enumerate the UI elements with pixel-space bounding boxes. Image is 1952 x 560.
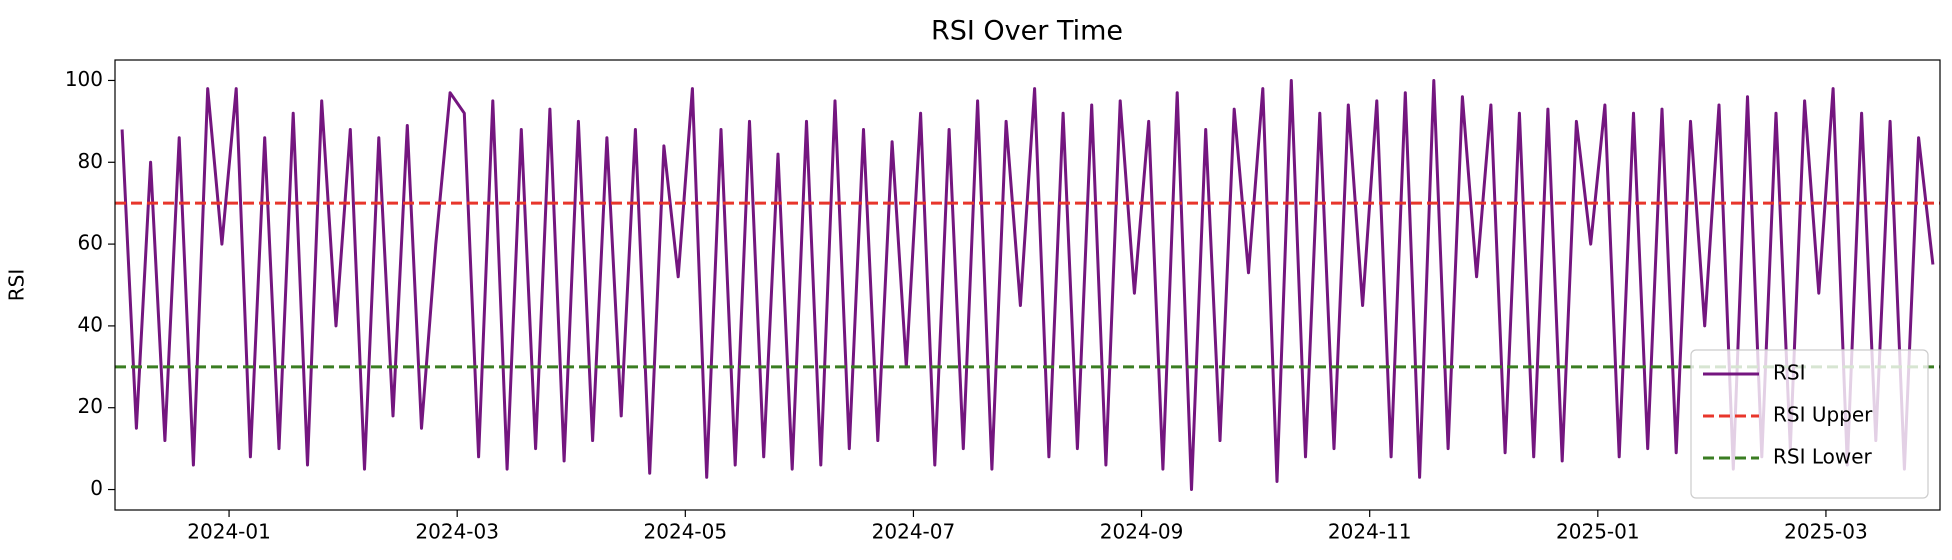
- x-tick-label: 2024-11: [1328, 520, 1412, 544]
- x-tick-label: 2024-09: [1100, 520, 1184, 544]
- x-tick-label: 2024-05: [644, 520, 728, 544]
- y-axis-label: RSI: [5, 269, 29, 302]
- y-tick-label: 40: [78, 312, 103, 336]
- y-tick-label: 100: [65, 67, 103, 91]
- y-tick-label: 20: [78, 394, 103, 418]
- plot-frame: [114, 59, 1941, 511]
- x-tick-label: 2025-01: [1556, 520, 1640, 544]
- x-tick-label: 2024-07: [872, 520, 956, 544]
- x-tick-label: 2025-03: [1784, 520, 1868, 544]
- legend-label: RSI Upper: [1773, 403, 1873, 427]
- rsi-line: [120, 79, 1935, 491]
- x-tick-label: 2024-03: [415, 520, 499, 544]
- x-tick-label: 2024-01: [187, 520, 271, 544]
- y-tick-label: 60: [78, 231, 103, 255]
- chart-title: RSI Over Time: [931, 16, 1123, 47]
- y-tick-label: 80: [78, 149, 103, 173]
- legend-label: RSI: [1773, 361, 1806, 385]
- y-tick-label: 0: [90, 476, 103, 500]
- legend-box: [1690, 349, 1929, 499]
- legend-label: RSI Lower: [1773, 445, 1873, 469]
